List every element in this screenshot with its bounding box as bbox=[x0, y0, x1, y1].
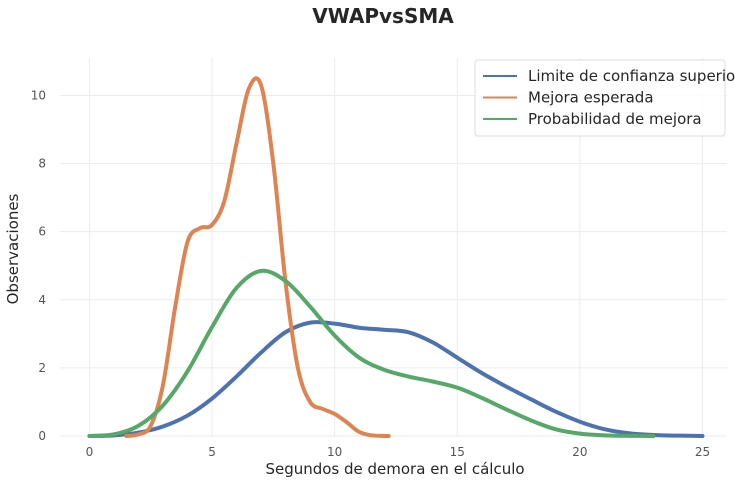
x-tick-label: 20 bbox=[572, 445, 587, 459]
legend-label: Limite de confianza superior bbox=[528, 67, 735, 85]
x-tick-label: 25 bbox=[695, 445, 710, 459]
x-tick-label: 15 bbox=[450, 445, 465, 459]
y-tick-label: 8 bbox=[38, 157, 46, 171]
legend: Limite de confianza superior Mejora esper… bbox=[474, 59, 735, 137]
x-tick-label: 0 bbox=[86, 445, 94, 459]
chart-title: VWAPvsSMA bbox=[312, 4, 454, 28]
legend-label: Probabilidad de mejora bbox=[528, 110, 702, 128]
plot-area bbox=[87, 76, 705, 438]
legend-label: Mejora esperada bbox=[528, 89, 654, 107]
y-axis: 0 2 4 6 8 10 bbox=[31, 88, 46, 443]
x-axis: 0 5 10 15 20 25 bbox=[86, 445, 711, 459]
series-line-probabilidad-de-mejora bbox=[87, 268, 656, 438]
y-tick-label: 4 bbox=[38, 293, 46, 307]
x-tick-label: 5 bbox=[208, 445, 216, 459]
y-tick-label: 10 bbox=[31, 88, 46, 102]
x-tick-label: 10 bbox=[327, 445, 342, 459]
y-tick-label: 6 bbox=[38, 225, 46, 239]
y-tick-label: 2 bbox=[38, 361, 46, 375]
series-line-limite-de-confianza-superior bbox=[87, 320, 705, 438]
legend-box bbox=[474, 59, 726, 137]
y-tick-label: 0 bbox=[38, 429, 46, 443]
series-line-mejora-esperada bbox=[124, 76, 391, 438]
y-axis-label: Observaciones bbox=[4, 193, 22, 304]
x-axis-label: Segundos de demora en el cálculo bbox=[265, 460, 524, 478]
